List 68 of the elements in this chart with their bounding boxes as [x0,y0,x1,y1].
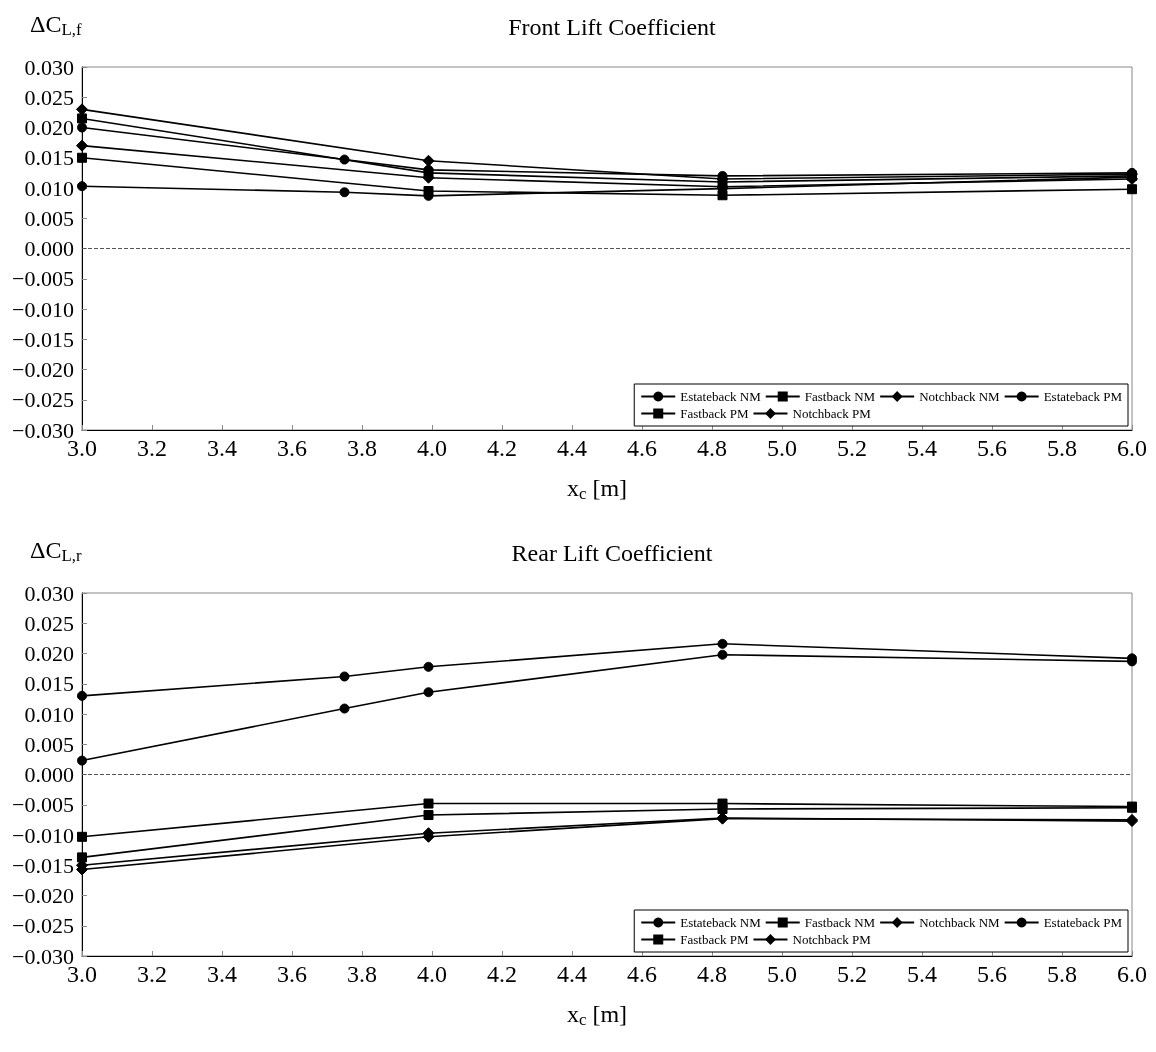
legend-label: Notchback NM [919,389,1001,404]
x-tick-label: 3.6 [277,961,307,987]
x-tick-label: 4.2 [487,961,517,987]
legend-label: Fastback PM [680,406,749,421]
x-tick-label: 5.8 [1047,961,1077,987]
x-tick-label: 5.2 [837,961,867,987]
x-tick-label: 6.0 [1117,435,1147,461]
x-tick-label: 4.6 [627,961,657,987]
y-tick-label: −0.015 [12,852,74,878]
x-tick-label: 4.8 [697,435,727,461]
y-tick-label: −0.005 [12,792,74,818]
x-tick-label: 3.6 [277,435,307,461]
y-tick-label: 0.005 [24,731,74,757]
x-tick-label: 4.0 [417,435,447,461]
x-tick-label: 5.8 [1047,435,1077,461]
x-tick-label: 4.0 [417,961,447,987]
x-tick-label: 5.0 [767,435,797,461]
legend-label: Fastback NM [804,389,876,404]
x-tick-label: 5.4 [907,961,937,987]
y-tick-label: −0.020 [12,357,74,382]
x-tick-label: 3.8 [347,435,377,461]
legend-label: Notchback PM [792,406,872,421]
x-tick-label: 5.2 [837,435,867,461]
y-tick-label: 0.010 [24,701,74,727]
x-tick-label: 5.0 [767,961,797,987]
y-tick-label: 0.000 [24,762,74,787]
y-tick-label: 0.015 [24,671,74,697]
x-tick-label: 3.2 [137,435,167,461]
x-tick-label: 4.8 [697,961,727,987]
chart-title: Front Lift Coefficient [508,14,717,40]
y-tick-label: −0.010 [12,822,74,848]
x-tick-label: 4.4 [557,435,587,461]
x-tick-label: 5.4 [907,435,937,461]
x-tick-label: 6.0 [1117,961,1147,987]
y-tick-label: 0.015 [24,145,74,171]
y-tick-label: 0.005 [24,205,74,231]
y-tick-label: −0.025 [12,913,74,939]
chart-title: Rear Lift Coefficient [511,540,713,566]
y-tick-label: −0.015 [12,326,74,352]
legend-label: Fastback PM [680,932,749,947]
x-tick-label: 5.6 [977,961,1007,987]
legend-label: Notchback PM [792,932,872,947]
y-tick-label: −0.025 [12,387,74,413]
y-tick-label: 0.000 [24,236,74,261]
x-tick-label: 3.4 [207,435,237,461]
y-tick-label: 0.020 [24,115,74,140]
legend-label: Notchback NM [919,915,1001,930]
y-tick-label: 0.030 [24,54,74,80]
x-tick-label: 3.8 [347,961,377,987]
legend-label: Estateback NM [680,915,762,930]
x-tick-label: 5.6 [977,435,1007,461]
x-tick-label: 3.2 [137,961,167,987]
y-tick-label: 0.030 [24,580,74,606]
y-tick-label: 0.025 [24,610,74,636]
y-tick-label: −0.010 [12,296,74,322]
legend-label: Estateback PM [1043,915,1123,930]
legend-label: Fastback NM [804,915,876,930]
y-tick-label: 0.025 [24,84,74,110]
legend-label: Estateback PM [1043,389,1123,404]
y-tick-label: −0.020 [12,883,74,908]
x-tick-label: 4.4 [557,961,587,987]
y-tick-label: −0.005 [12,266,74,292]
x-tick-label: 4.6 [627,435,657,461]
y-tick-label: 0.010 [24,175,74,201]
x-tick-label: 3.4 [207,961,237,987]
legend-label: Estateback NM [680,389,762,404]
y-tick-label: 0.020 [24,641,74,666]
x-tick-label: 4.2 [487,435,517,461]
